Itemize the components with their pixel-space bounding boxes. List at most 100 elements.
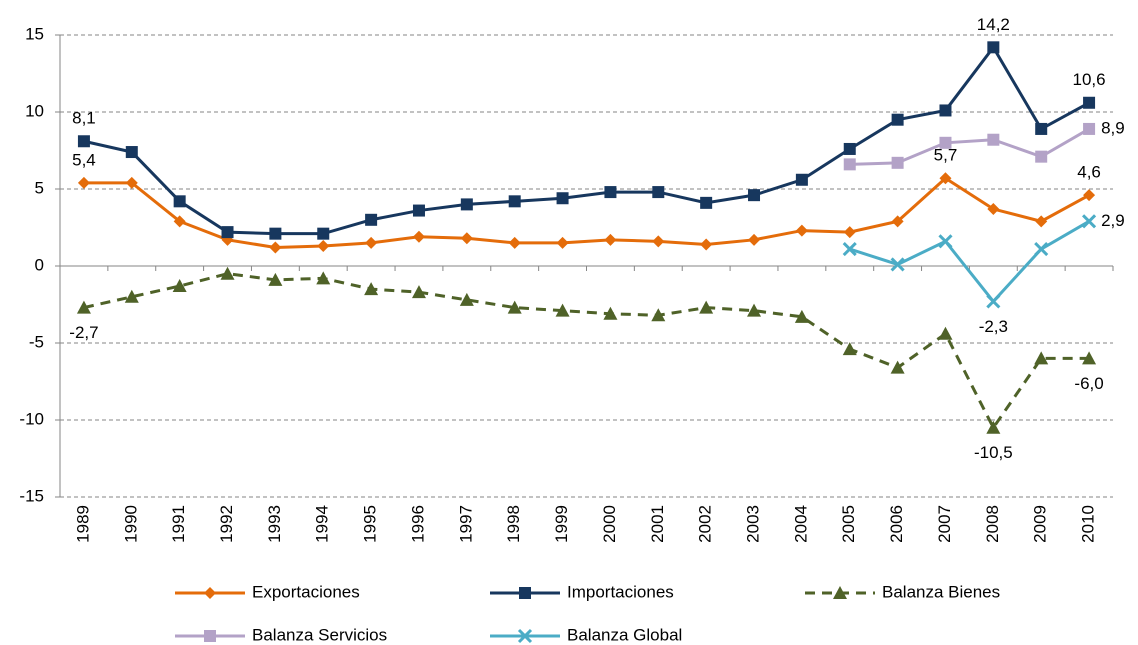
- marker: [939, 172, 952, 185]
- x-tick-label: 2000: [600, 505, 619, 543]
- marker: [1083, 122, 1096, 135]
- x-tick-label: 1998: [504, 505, 523, 543]
- x-tick-label: 2003: [744, 505, 763, 543]
- marker: [748, 233, 761, 246]
- x-tick-label: 1991: [169, 505, 188, 543]
- marker: [938, 234, 953, 249]
- legend-item: Importaciones: [490, 582, 674, 601]
- legend-label: Exportaciones: [252, 582, 360, 601]
- x-tick-label: 2001: [648, 505, 667, 543]
- marker: [843, 226, 856, 239]
- marker: [460, 198, 473, 211]
- data-label: -2,7: [69, 323, 98, 342]
- data-label: 8,9: [1101, 118, 1125, 137]
- marker: [172, 279, 187, 293]
- marker: [556, 236, 569, 249]
- marker: [987, 41, 1000, 54]
- y-tick-label: 5: [35, 178, 44, 197]
- marker: [700, 196, 713, 209]
- marker: [173, 215, 186, 228]
- marker: [891, 113, 904, 126]
- marker: [412, 230, 425, 243]
- marker: [1034, 351, 1049, 365]
- marker: [604, 186, 617, 199]
- x-tick-label: 2006: [887, 505, 906, 543]
- marker: [220, 266, 235, 280]
- marker: [987, 133, 1000, 146]
- marker: [173, 195, 186, 208]
- marker: [507, 300, 522, 314]
- marker: [555, 303, 570, 317]
- marker: [843, 158, 856, 171]
- marker: [747, 303, 762, 317]
- marker: [795, 173, 808, 186]
- marker: [700, 238, 713, 251]
- y-tick-label: -15: [19, 486, 44, 505]
- marker: [604, 233, 617, 246]
- marker: [1082, 351, 1097, 365]
- marker: [939, 136, 952, 149]
- marker: [1035, 122, 1048, 135]
- marker: [77, 135, 90, 148]
- marker: [268, 272, 283, 286]
- legend-item: Balanza Bienes: [805, 582, 1000, 601]
- x-tick-label: 1989: [73, 505, 92, 543]
- marker: [508, 195, 521, 208]
- marker: [77, 176, 90, 189]
- x-tick-label: 1993: [265, 505, 284, 543]
- y-tick-label: -5: [29, 332, 44, 351]
- y-tick-label: 10: [25, 101, 44, 120]
- marker: [317, 239, 330, 252]
- marker: [365, 236, 378, 249]
- marker: [938, 326, 953, 340]
- data-label: 8,1: [72, 109, 96, 128]
- marker: [986, 420, 1001, 434]
- marker: [365, 213, 378, 226]
- y-tick-label: -10: [19, 409, 44, 428]
- data-label: -10,5: [974, 443, 1013, 462]
- marker: [460, 232, 473, 245]
- data-label: 2,9: [1101, 211, 1125, 230]
- data-label: 5,7: [934, 146, 958, 165]
- data-label: -6,0: [1074, 374, 1103, 393]
- x-tick-label: 2008: [983, 505, 1002, 543]
- legend-item: Balanza Global: [490, 625, 682, 644]
- marker: [890, 257, 905, 272]
- marker: [508, 236, 521, 249]
- x-tick-label: 1994: [313, 505, 332, 543]
- marker: [651, 308, 666, 322]
- marker: [833, 586, 847, 599]
- marker: [459, 292, 474, 306]
- marker: [748, 189, 761, 202]
- marker: [891, 156, 904, 169]
- legend-label: Balanza Bienes: [882, 582, 1000, 601]
- x-tick-label: 1995: [361, 505, 380, 543]
- y-tick-label: 15: [25, 24, 44, 43]
- x-tick-label: 2010: [1079, 505, 1098, 543]
- legend-label: Importaciones: [567, 582, 674, 601]
- marker: [204, 587, 216, 599]
- legend-label: Balanza Global: [567, 625, 682, 644]
- marker: [987, 203, 1000, 216]
- marker: [652, 235, 665, 248]
- marker: [891, 215, 904, 228]
- marker: [517, 628, 533, 644]
- marker: [1082, 214, 1097, 229]
- marker: [204, 630, 216, 642]
- marker: [316, 271, 331, 285]
- marker: [699, 300, 714, 314]
- marker: [317, 227, 330, 240]
- marker: [125, 176, 138, 189]
- x-tick-label: 1997: [456, 505, 475, 543]
- marker: [1034, 241, 1049, 257]
- legend-label: Balanza Servicios: [252, 625, 387, 644]
- marker: [519, 587, 531, 599]
- marker: [221, 226, 234, 239]
- marker: [890, 360, 905, 374]
- x-tick-label: 1996: [408, 505, 427, 543]
- marker: [842, 342, 857, 356]
- marker: [603, 306, 618, 320]
- series-line: [83, 176, 1090, 250]
- marker: [76, 300, 91, 314]
